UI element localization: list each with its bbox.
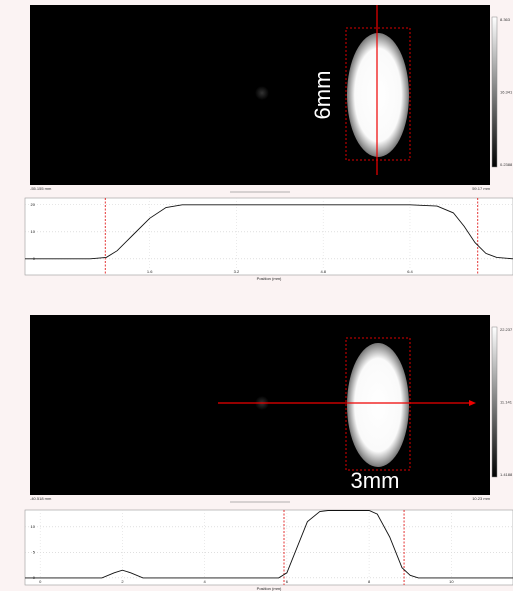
profiler-view: 6mm8.36316.3410.2388-55.155 mm59.17 mm01… <box>0 0 513 591</box>
colorbar-label: 8.363 <box>500 17 511 22</box>
y-tick-label: 10 <box>31 229 36 234</box>
image-right-label: 59.17 mm <box>472 186 490 191</box>
stray-spot <box>255 86 269 100</box>
x-tick-label: 1.6 <box>147 269 153 274</box>
beam-spot <box>347 33 409 157</box>
colorbar-label: 22.237 <box>500 327 513 332</box>
profile-plot <box>25 510 513 585</box>
dimension-label: 3mm <box>351 468 400 493</box>
y-tick-label: 20 <box>31 202 36 207</box>
colorbar <box>492 327 497 477</box>
x-tick-label: 4.8 <box>320 269 326 274</box>
x-axis-label: Position (mm) <box>257 586 282 591</box>
x-axis-label: Position (mm) <box>257 276 282 281</box>
colorbar-label: 0.2388 <box>500 162 513 167</box>
y-tick-label: 10 <box>31 524 36 529</box>
beam-spot <box>347 343 409 467</box>
x-tick-label: 6.4 <box>407 269 413 274</box>
image-right-label: 10.23 mm <box>472 496 490 501</box>
dimension-label: 6mm <box>310 71 335 120</box>
colorbar-label: 1.4188 <box>500 472 513 477</box>
image-left-label: -40.518 mm <box>30 496 52 501</box>
x-tick-label: 3.2 <box>234 269 240 274</box>
x-tick-label: 10 <box>449 579 454 584</box>
colorbar <box>492 17 497 167</box>
colorbar-label: 16.341 <box>500 90 513 95</box>
profiler-window: 6mm8.36316.3410.2388-55.155 mm59.17 mm01… <box>0 0 513 591</box>
colorbar-label: 11.141 <box>500 400 513 405</box>
image-left-label: -55.155 mm <box>30 186 52 191</box>
profile-plot <box>25 198 513 275</box>
